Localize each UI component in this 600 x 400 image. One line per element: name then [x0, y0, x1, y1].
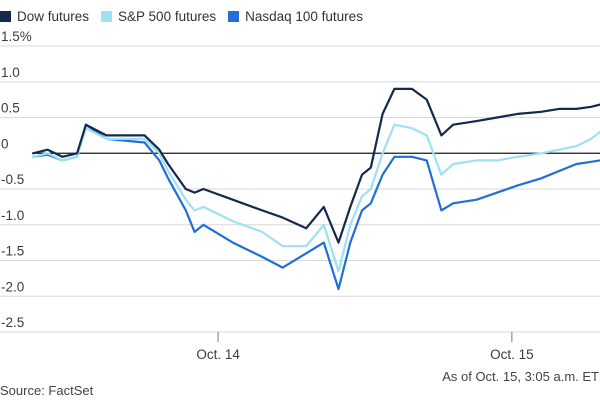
legend-swatch-nasdaq — [228, 10, 240, 22]
legend-swatch-sp500 — [101, 10, 113, 22]
y-tick-label: -2.0 — [1, 279, 24, 294]
y-tick-label: -2.5 — [1, 315, 24, 330]
legend-item-nasdaq: Nasdaq 100 futures — [228, 9, 363, 24]
legend-item-dow: Dow futures — [0, 9, 89, 24]
legend-item-sp500: S&P 500 futures — [101, 9, 216, 24]
legend-swatch-dow — [0, 10, 11, 22]
series-line-sp500 — [31, 123, 600, 273]
y-tick-label: -0.5 — [1, 172, 24, 187]
legend-label-nasdaq: Nasdaq 100 futures — [245, 8, 363, 24]
x-tick-label: Oct. 15 — [490, 347, 534, 362]
x-tick-label: Oct. 14 — [196, 347, 240, 362]
legend-label-dow: Dow futures — [17, 8, 90, 24]
series-line-nasdaq — [31, 123, 600, 291]
y-tick-label: -1.5 — [1, 244, 24, 259]
series-line-dow — [31, 87, 600, 244]
y-tick-label: -1.0 — [1, 208, 24, 223]
chart-legend: Dow futures S&P 500 futures Nasdaq 100 f… — [0, 7, 375, 25]
y-tick-label: 1.5% — [1, 29, 32, 44]
timestamp-note: As of Oct. 15, 3:05 a.m. ET — [442, 369, 599, 384]
source-note: Source: FactSet — [0, 383, 94, 398]
x-axis-ticks: Oct. 14 Oct. 15 — [196, 332, 534, 362]
y-tick-label: 1.0 — [1, 65, 20, 80]
gridlines — [0, 45, 600, 333]
legend-label-sp500: S&P 500 futures — [118, 8, 217, 24]
y-tick-label: 0 — [1, 136, 9, 151]
y-axis-tick-labels: 1.5% 1.0 0.5 0 -0.5 -1.0 -1.5 -2.0 -2.5 — [1, 29, 32, 330]
y-tick-label: 0.5 — [1, 101, 20, 116]
series-lines — [31, 87, 600, 291]
